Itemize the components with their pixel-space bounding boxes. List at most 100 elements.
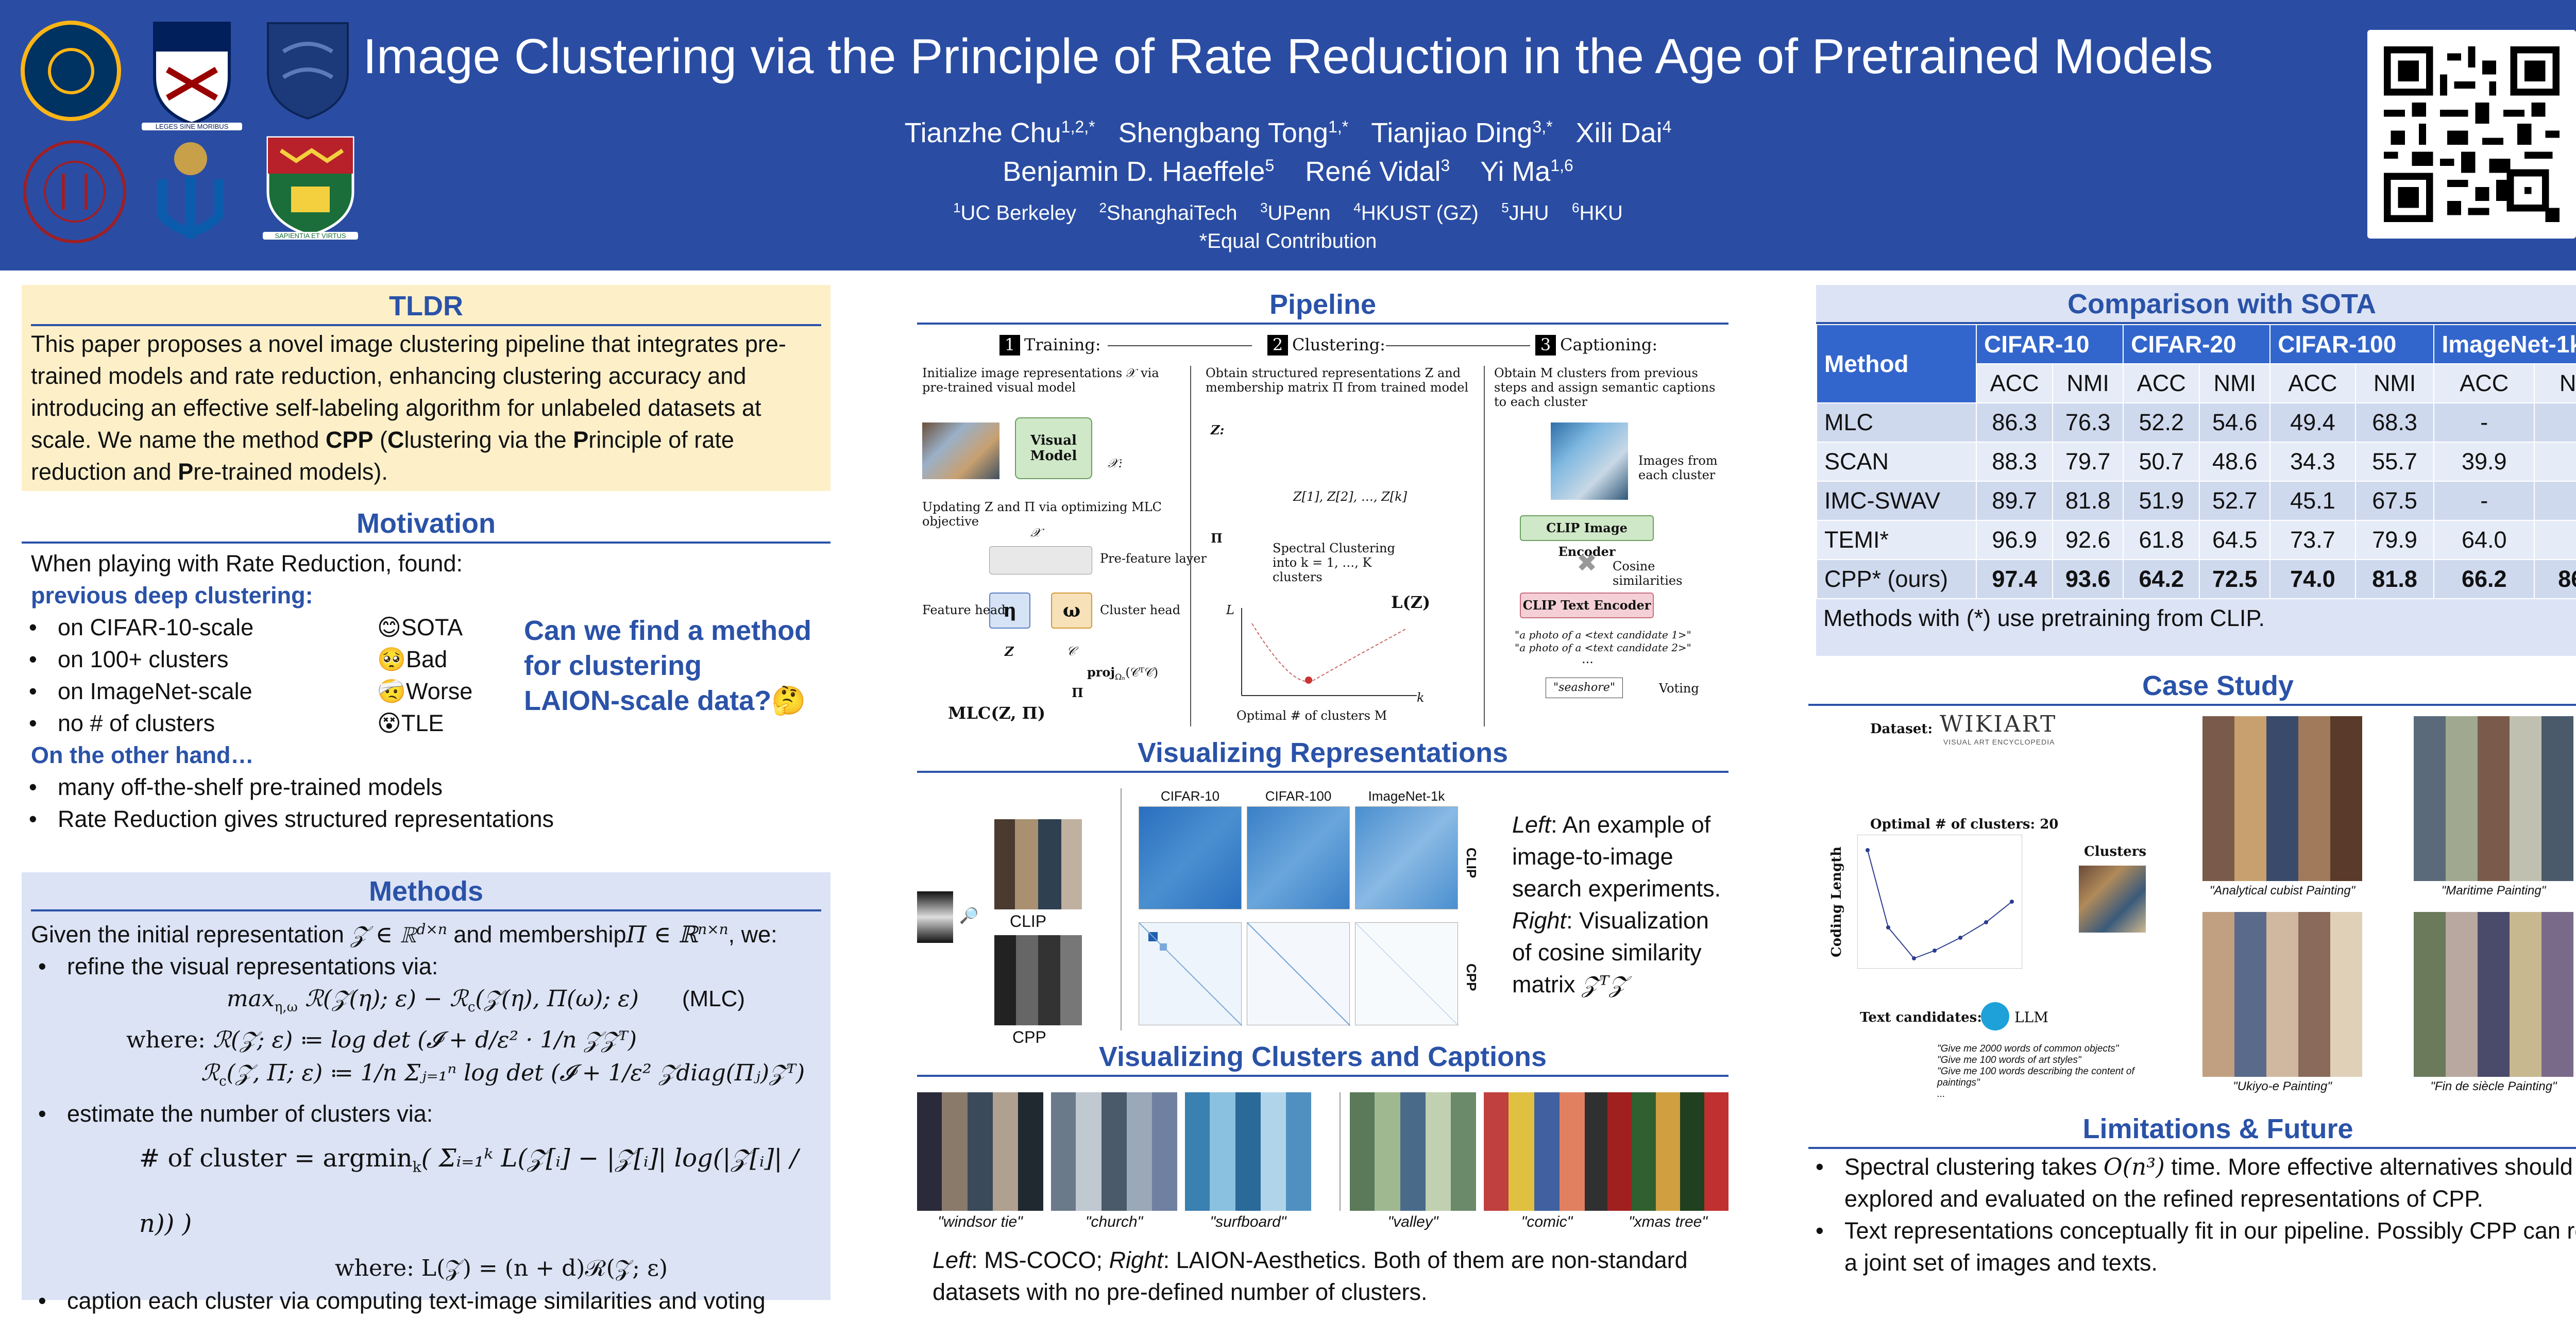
cpp-imagenet-matrix (1355, 922, 1459, 1026)
rate-equation: where: ℛ(𝒵; ε) ≔ log det (𝓘 + d/ε² · 1/n… (126, 1026, 637, 1053)
list-item: on 100+ clusters🥺Bad (22, 644, 485, 675)
metric-header: NMI (2052, 363, 2124, 403)
metric-header: NMI (2534, 363, 2576, 403)
methods-title: Methods (31, 875, 821, 911)
clusters-label: Clusters (2084, 844, 2146, 859)
limits-title: Limitations & Future (1808, 1113, 2576, 1149)
clip-text-encoder: CLIP Text Encoder (1520, 593, 1654, 618)
feature-head-label: Feature head (922, 603, 1006, 617)
c-label: 𝒞 (1066, 644, 1076, 658)
prompt-2: "a photo of a <text candidate 2>" (1515, 641, 1691, 654)
cluster-grid (1350, 1092, 1476, 1211)
coding-length-plot (1241, 608, 1417, 696)
proj-label: projΩₙ(𝒞ᵀ𝒞) (1087, 665, 1159, 682)
vis-clu-title: Visualizing Clusters and Captions (917, 1041, 1728, 1077)
sota-note: Methods with (*) use pretraining from CL… (1823, 605, 2265, 631)
hkust-gz-logo (152, 138, 229, 246)
vis-rep-caption: Left: An example of image-to-image searc… (1512, 811, 1721, 998)
methods-list-2: estimate the number of clusters via: (31, 1098, 821, 1130)
clip-cifar100-matrix (1247, 806, 1350, 909)
mlc-label: MLC(Z, Π) (948, 703, 1045, 723)
table-row: TEMI* 96.992.661.864.5 73.779.964.0- (1816, 520, 2576, 560)
author-line-1: Tianzhe Chu1,2,* Shengbang Tong1,* Tianj… (904, 117, 1672, 148)
painting-cluster (2414, 912, 2573, 1077)
step-1-desc: Initialize image representations 𝒳 via p… (922, 366, 1159, 395)
clip-image-encoder: CLIP Image Encoder (1520, 515, 1654, 559)
clip-retrieval-grid (994, 819, 1082, 909)
cluster-grid (1185, 1092, 1311, 1211)
dataset-header: ImageNet-1k (2433, 324, 2576, 364)
limitations-section: Limitations & Future Spectral clustering… (1808, 1113, 2576, 1319)
motivation-intro: When playing with Rate Reduction, found: (31, 550, 463, 577)
column-label: ImageNet-1k (1368, 788, 1445, 804)
list-item: on CIFAR-10-scale😊SOTA (22, 612, 485, 644)
pipeline-title: Pipeline (917, 289, 1728, 325)
painting-cluster (2414, 716, 2573, 881)
painting-caption: "Analytical cubist Painting" (2209, 884, 2355, 898)
metric-header: ACC (2433, 363, 2535, 403)
images-from-cluster: Images from each cluster (1638, 453, 1718, 482)
methods-list-3: caption each cluster via computing text-… (31, 1285, 821, 1317)
previous-clustering-heading: previous deep clustering: (31, 582, 313, 608)
seashore-box: "seashore" (1546, 678, 1623, 698)
search-icon: 🔎 (959, 907, 979, 924)
k-axis: k (1417, 690, 1425, 705)
wikiart-subtitle: VISUAL ART ENCYCLOPEDIA (1943, 738, 2055, 746)
list-item: refine the visual representations via: (31, 951, 821, 983)
equal-contribution-note: *Equal Contribution (1199, 230, 1377, 252)
divider (1340, 1092, 1341, 1211)
voting-label: Voting (1659, 681, 1699, 696)
list-item: no # of clusters😵TLE (22, 707, 485, 739)
shanghaitech-logo (23, 140, 126, 243)
wikiart-logo: WIKIART (1940, 711, 2057, 737)
cluster-images (1551, 422, 1628, 500)
pi-colon: Π (1211, 531, 1223, 546)
cluster-caption: "comic" (1521, 1213, 1573, 1230)
methods-section: Methods Given the initial representation… (22, 872, 831, 1317)
step-arrow (1108, 345, 1252, 346)
poster-header: LEGES SINE MORIBUS SAPIENTIA ET VIRTUS I… (0, 0, 2576, 270)
affiliations: 1UC Berkeley 2ShanghaiTech 3UPenn 4HKUST… (953, 200, 1623, 225)
optimal-clusters: Optimal # of clusters: 20 (1870, 817, 2059, 832)
pipeline-section: Pipeline 1 Training: 2 Clustering: 3 Captio… (917, 289, 1728, 726)
painting-caption: "Maritime Painting" (2441, 884, 2546, 898)
step-arrow (1386, 345, 1530, 346)
table-row: SCAN 88.379.750.748.6 34.355.739.9- (1816, 442, 2576, 482)
dataset-header: CIFAR-10 (1975, 324, 2124, 364)
step-2-header: 2 Clustering: (1267, 335, 1385, 356)
tldr-text: This paper proposes a novel image cluste… (31, 331, 786, 485)
cluster-grid (1607, 1092, 1728, 1211)
dataset-header: CIFAR-20 (2123, 324, 2271, 364)
cpp-cifar100-matrix (1247, 922, 1351, 1026)
hku-logo: SAPIENTIA ET VIRTUS (260, 135, 361, 241)
optimal-label: Optimal # of clusters M (1236, 708, 1387, 723)
visual-model-box: Visual Model (1015, 417, 1092, 479)
table-row: MLC 86.376.352.254.6 49.468.3-- (1816, 402, 2576, 443)
vis-rep-title: Visualizing Representations (917, 737, 1728, 773)
author-line-2: Benjamin D. Haeffele5 René Vidal3 Yi Ma1… (1003, 156, 1573, 187)
painting-caption: "Fin de siècle Painting" (2430, 1079, 2557, 1093)
cpp-label-left: CPP (1012, 1028, 1046, 1046)
other-hand-list: many off-the-shelf pre-trained models Ra… (22, 771, 831, 835)
cpp-cifar10-matrix (1139, 922, 1243, 1026)
clip-imagenet-matrix (1355, 806, 1458, 909)
methods-intro: Given the initial representation 𝒵 ∈ ℝd×… (31, 921, 777, 948)
previous-clustering-list: on CIFAR-10-scale😊SOTA on 100+ clusters🥺… (22, 612, 485, 739)
qr-code[interactable] (2367, 30, 2576, 239)
table-row: CPP* (ours) 97.4 93.6 64.2 72.5 74.0 81.8 66.… (1816, 559, 2576, 599)
cosine-label: Cosine similarities (1613, 559, 1683, 588)
z-label: Z (1005, 644, 1014, 659)
list-item: Text representations conceptually fit in… (1808, 1215, 2576, 1279)
metric-header: ACC (2123, 363, 2200, 403)
cluster-grid (1484, 1092, 1610, 1211)
query-image (917, 891, 953, 943)
cluster-number-equation: # of cluster = argmink( Σᵢ₌₁ᵏ L(𝒵[ᵢ] − |… (139, 1143, 799, 1239)
jhu-logo (263, 21, 353, 121)
cpp-retrieval-grid (994, 935, 1082, 1025)
coding-length-chart (1857, 835, 2022, 969)
clip-cifar10-matrix (1139, 806, 1242, 909)
table-row: IMC-SWAV 89.781.851.952.7 45.167.5-- (1816, 481, 2576, 521)
cluster-grid (1051, 1092, 1177, 1211)
motivation-title: Motivation (22, 508, 831, 544)
x-label: 𝒳: (1108, 456, 1123, 470)
